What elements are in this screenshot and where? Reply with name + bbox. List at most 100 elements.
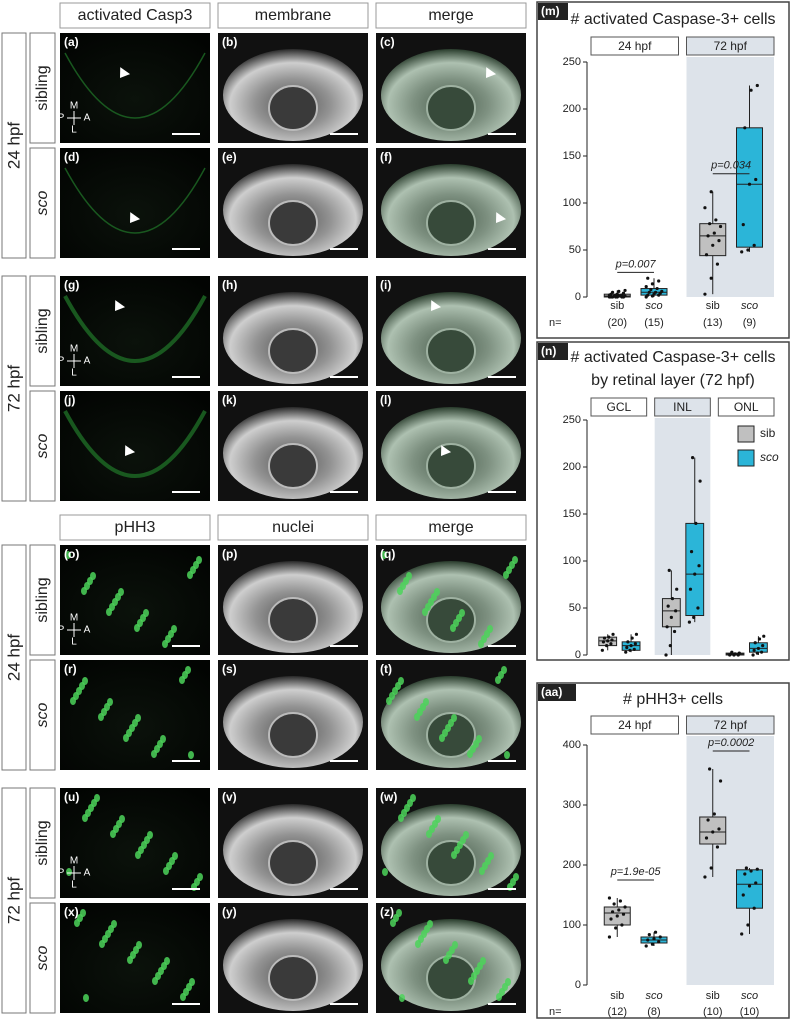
data-point (714, 218, 718, 222)
p-value: p=1.9e-05 (610, 866, 662, 878)
stage-label: 72 hpf (4, 877, 23, 925)
data-point (717, 239, 721, 243)
nucleus-dot (467, 750, 473, 758)
green-overlay (381, 407, 521, 499)
nucleus-dot (187, 571, 193, 579)
stage-label-box (1, 787, 27, 1014)
data-point (623, 288, 627, 293)
data-point (715, 845, 720, 849)
nucleus-dot (495, 676, 501, 684)
data-point (694, 521, 698, 526)
nucleus-dot (399, 994, 405, 1002)
data-point (697, 564, 701, 568)
data-point (712, 812, 716, 816)
data-point (670, 597, 675, 601)
image-panel: (b) (218, 33, 368, 143)
row-label-box (29, 787, 56, 899)
stage-label-box (1, 544, 27, 771)
nucleus-dot (397, 587, 403, 595)
nucleus-dot (123, 734, 129, 742)
nucleus-dot (415, 940, 421, 948)
data-point (633, 642, 637, 646)
data-point (675, 587, 679, 591)
nucleus-dot (479, 867, 485, 875)
group-header: 24 hpf (618, 718, 652, 732)
data-point (708, 767, 712, 771)
panel-letter: (q) (380, 547, 395, 561)
compass-label: P (58, 868, 65, 879)
data-point (607, 635, 611, 639)
group-header: GCL (606, 400, 631, 414)
nucleus-dot (439, 734, 445, 742)
row-label-box (29, 275, 56, 387)
image-panel: (s) (218, 660, 368, 770)
membrane-outline (63, 295, 207, 363)
chart-title: # activated Caspase-3+ cells (571, 349, 776, 366)
green-overlay (381, 561, 521, 653)
y-tick-label: 200 (563, 859, 581, 871)
data-point (674, 609, 678, 613)
image-panel: (h) (218, 276, 368, 386)
data-point (743, 872, 747, 876)
category-label: sco (645, 300, 662, 312)
data-point (730, 650, 734, 654)
panel-letter: (x) (64, 905, 79, 919)
lens (426, 597, 476, 643)
panel-letter: (b) (222, 35, 237, 49)
arrowhead (125, 445, 136, 456)
data-point (647, 933, 651, 937)
nucleus-dot (151, 750, 157, 758)
panel-letter: (o) (64, 547, 79, 561)
nucleus-dot (426, 830, 432, 838)
n-axis-label: n= (549, 317, 562, 329)
y-tick-label: 250 (563, 56, 581, 68)
compass-label: A (84, 113, 91, 124)
column-header: nuclei (272, 519, 314, 536)
panel-tag (538, 343, 568, 360)
data-point (615, 292, 619, 296)
data-point (746, 923, 750, 927)
image-panel: (v) (218, 788, 368, 898)
nucleus-dot (66, 868, 72, 876)
row-label: sibling (34, 577, 51, 622)
data-point (624, 650, 628, 654)
y-tick-label: 200 (563, 461, 581, 473)
data-point (615, 914, 619, 918)
data-point (755, 867, 759, 871)
image-panel: (l) (376, 391, 526, 501)
panel-letter: (j) (64, 393, 75, 407)
group-header-box (590, 36, 679, 56)
y-tick-label: 400 (563, 739, 581, 751)
panel-tag (538, 684, 576, 701)
nucleus-dot (99, 940, 105, 948)
data-point (620, 923, 624, 927)
nucleus-dot (81, 587, 87, 595)
image-panel: (w) (376, 788, 526, 898)
data-point (644, 285, 648, 289)
y-tick-label: 150 (563, 508, 581, 520)
data-point (733, 652, 737, 656)
y-tick-label: 100 (563, 555, 581, 567)
data-point (646, 276, 650, 280)
column-header-box (217, 514, 369, 541)
data-point (600, 648, 604, 652)
nucleus-dot (179, 676, 185, 684)
compass-label: P (58, 113, 65, 124)
compass: MP AL (58, 101, 91, 136)
data-point (752, 906, 756, 910)
lens (426, 443, 476, 489)
column-header-box (375, 514, 527, 541)
compass-label: M (70, 344, 78, 355)
image-panel: (u) (60, 788, 210, 898)
group-header: 72 hpf (714, 39, 748, 53)
data-point (692, 615, 696, 620)
legend-swatch (737, 449, 755, 467)
nucleus-dot (478, 640, 484, 648)
panel-letter: (i) (380, 278, 391, 292)
column-header: pHH3 (115, 519, 156, 536)
data-point (706, 234, 710, 238)
data-point (625, 645, 629, 650)
nucleus-dot (188, 751, 194, 759)
nucleus-dot (503, 571, 509, 579)
data-point (751, 653, 755, 657)
